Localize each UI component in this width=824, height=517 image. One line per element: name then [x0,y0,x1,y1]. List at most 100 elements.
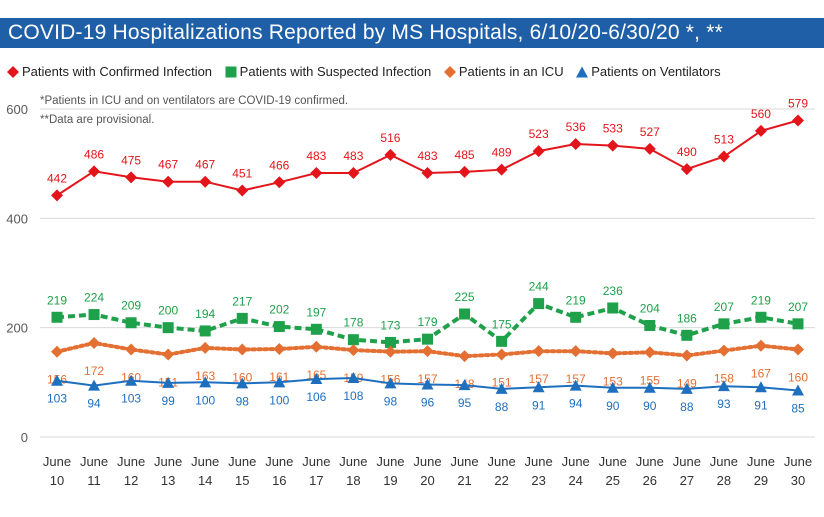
data-label: 533 [603,122,623,136]
data-point [606,381,619,393]
y-tick-label: 0 [21,430,28,445]
data-label: 88 [495,400,509,414]
diamond-marker-icon [6,65,20,79]
data-point [236,377,249,389]
legend: Patients with Confirmed Infection Patien… [6,64,729,82]
data-point [680,382,693,394]
data-label: 93 [717,397,731,411]
x-tick-label: 29 [754,473,768,488]
x-tick-label: June [376,454,404,469]
data-label: 172 [84,364,104,378]
x-tick-label: 28 [717,473,731,488]
data-label: 202 [269,303,289,317]
data-point [606,347,619,360]
data-label: 483 [417,149,437,163]
data-label: 186 [677,311,697,325]
x-tick-label: 25 [606,473,620,488]
data-point [199,341,212,354]
data-label: 155 [640,373,660,387]
data-point [347,344,360,357]
data-point [162,322,174,334]
data-point [754,124,767,137]
data-point [199,325,211,337]
legend-item-ventilators: Patients on Ventilators [575,64,721,79]
x-tick-label: 15 [235,473,249,488]
note-icu-ventilators: *Patients in ICU and on ventilators are … [40,95,349,107]
data-point [755,311,767,323]
data-point [125,374,138,386]
x-tick-label: June [487,454,515,469]
data-label: 536 [566,120,586,134]
data-label: 579 [788,96,808,110]
data-point [51,374,63,386]
data-label: 158 [714,372,734,386]
x-tick-label: 16 [272,473,286,488]
data-label: 194 [195,307,215,321]
data-label: 157 [529,372,549,386]
data-point [310,373,323,385]
data-label: 483 [343,149,363,163]
data-label: 95 [458,396,472,410]
x-tick-label: June [43,454,71,469]
data-point [459,308,471,320]
x-tick-label: 30 [791,473,805,488]
data-label: 236 [603,284,623,298]
data-point [384,377,397,389]
data-point [421,345,434,358]
x-tick-label: 21 [457,473,471,488]
x-tick-label: 20 [420,473,434,488]
data-point [384,148,397,161]
y-tick-label: 600 [6,102,28,117]
y-tick-label: 400 [6,211,28,226]
data-point [458,379,471,391]
data-label: 209 [121,299,141,313]
notes: *Patients in ICU and on ventilators are … [40,92,348,130]
x-tick-label: 19 [383,473,397,488]
y-tick-label: 200 [6,321,28,336]
x-tick-label: June [154,454,182,469]
x-tick-label: June [228,454,256,469]
data-point [570,311,582,323]
x-tick-label: 18 [346,473,360,488]
data-label: 151 [492,375,512,389]
data-point [754,381,767,393]
x-tick-label: 23 [531,473,545,488]
data-label: 157 [566,372,586,386]
data-label: 160 [788,371,808,385]
x-tick-label: June [784,454,812,469]
data-point [569,379,582,391]
data-point [273,321,285,333]
data-point [125,317,137,329]
data-point [495,348,508,361]
data-point [792,384,804,396]
data-point [532,381,545,393]
data-label: 106 [306,390,326,404]
data-point [199,376,212,388]
data-label: 178 [343,316,363,330]
data-label: 523 [529,127,549,141]
legend-label-confirmed: Patients with Confirmed Infection [22,64,213,79]
data-label: 490 [677,145,697,159]
data-point [532,345,545,358]
data-label: 513 [714,133,734,147]
data-label: 489 [492,146,512,160]
data-label: 91 [754,398,768,412]
data-label: 94 [569,397,583,411]
x-tick-label: June [117,454,145,469]
legend-item-icu: Patients in an ICU [443,64,564,79]
data-label: 179 [417,315,437,329]
data-point [384,336,396,348]
legend-item-confirmed: Patients with Confirmed Infection [6,64,212,79]
data-point [643,346,656,359]
data-point [717,150,730,163]
data-point [792,114,804,127]
data-label: 96 [421,396,435,410]
data-point [421,378,434,390]
data-point [236,312,248,324]
data-label: 219 [566,293,586,307]
x-tick-label: June [562,454,590,469]
data-label: 88 [680,400,694,414]
data-label: 90 [606,399,620,413]
data-label: 560 [751,107,771,121]
